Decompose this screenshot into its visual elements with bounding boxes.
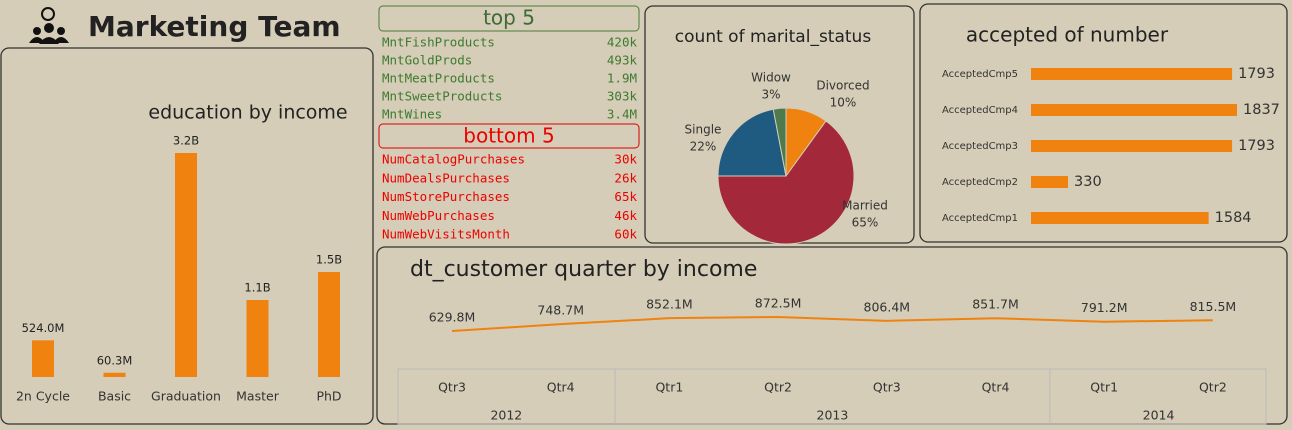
data-label: 3.2B [173,134,199,148]
row-name: MntMeatProducts [382,71,495,86]
data-label: 1584 [1215,210,1252,226]
pie-slice [717,108,787,177]
data-label: 1.5B [316,253,342,267]
axis-box [397,368,1267,425]
row-name: MntWines [382,107,442,122]
bottom-box [378,123,640,149]
chart-title: education by income [148,102,347,124]
x-tick-label: Qtr2 [764,380,792,395]
row-name: NumCatalogPurchases [382,152,525,167]
data-label: 1.1B [244,281,270,295]
x-group-label: 2012 [490,408,522,423]
x-tick-label: Qtr4 [547,380,575,395]
x-tick-label: Qtr1 [655,380,683,395]
chart-title: accepted of number [966,23,1169,47]
y-tick-label: AcceptedCmp2 [942,177,1018,188]
bar [246,300,269,377]
bottom-title: bottom 5 [463,124,554,148]
data-label: 806.4M [864,299,911,314]
x-tick-label: Qtr1 [1090,380,1118,395]
slice-name: Widow [751,71,791,85]
data-label: 1793 [1238,66,1275,82]
data-label: 852.1M [646,297,693,312]
x-group-label: 2013 [817,408,849,423]
row-value: 420k [607,35,638,50]
x-tick-label: Qtr2 [1199,380,1227,395]
row-name: NumWebPurchases [382,208,495,223]
chart-title: dt_customer quarter by income [410,257,757,282]
y-tick-label: AcceptedCmp5 [942,69,1018,80]
panel [919,3,1288,243]
row-name: NumDealsPurchases [382,170,510,185]
slice-label: 22% [690,140,717,154]
bar [1031,212,1209,224]
data-label: 815.5M [1190,299,1237,314]
pie-slice [717,120,855,245]
row-name: MntGoldProds [382,53,472,68]
line [451,315,1213,332]
data-label: 524.0M [22,321,65,335]
bar [1031,176,1069,188]
data-label: 330 [1074,174,1102,190]
row-value: 30k [614,152,637,167]
row-name: MntSweetProducts [382,89,502,104]
y-tick-label: AcceptedCmp4 [942,105,1018,116]
x-tick-label: Qtr3 [438,380,466,395]
x-tick-label: Basic [98,389,131,404]
page-title: Marketing Team [88,10,341,43]
chart-title: count of marital_status [675,27,872,47]
slice-label: 3% [761,88,780,102]
top-box [378,5,640,32]
panel [0,47,374,425]
x-tick-label: Qtr3 [873,380,901,395]
slice-name: Divorced [816,79,869,93]
x-tick-label: PhD [316,389,341,404]
row-value: 46k [614,208,637,223]
pie-slice [772,107,787,177]
bar [318,272,340,377]
bar [32,340,54,377]
data-label: 629.8M [429,310,476,325]
bar [1031,104,1237,116]
x-tick-label: 2n Cycle [16,389,70,404]
slice-label: 65% [852,216,879,230]
row-value: 65k [614,189,637,204]
top-title: top 5 [483,6,535,30]
row-value: 1.9M [607,71,637,86]
bar [1031,140,1233,152]
y-tick-label: AcceptedCmp1 [942,213,1018,224]
y-tick-label: AcceptedCmp3 [942,141,1018,152]
row-name: NumStorePurchases [382,189,510,204]
slice-label: 10% [830,96,857,110]
x-tick-label: Master [236,389,280,404]
row-value: 60k [614,227,637,242]
x-group-label: 2014 [1143,408,1175,423]
row-name: MntFishProducts [382,35,495,50]
data-label: 748.7M [537,303,584,318]
bar [175,153,197,377]
slice-name: Single [685,123,722,137]
slice-name: Married [842,199,888,213]
x-tick-label: Graduation [151,389,221,404]
row-value: 26k [614,170,637,185]
data-label: 1837 [1243,102,1280,118]
x-tick-label: Qtr4 [982,380,1010,395]
row-value: 493k [607,53,638,68]
data-label: 60.3M [97,353,133,367]
data-label: 851.7M [972,297,1019,312]
row-value: 303k [607,89,638,104]
row-value: 3.4M [607,107,637,122]
data-label: 1793 [1238,138,1275,154]
team-icon [29,7,69,44]
bar [103,372,126,377]
data-label: 791.2M [1081,300,1128,315]
data-label: 872.5M [755,296,802,311]
row-name: NumWebVisitsMonth [382,227,510,242]
bar [1031,68,1233,80]
